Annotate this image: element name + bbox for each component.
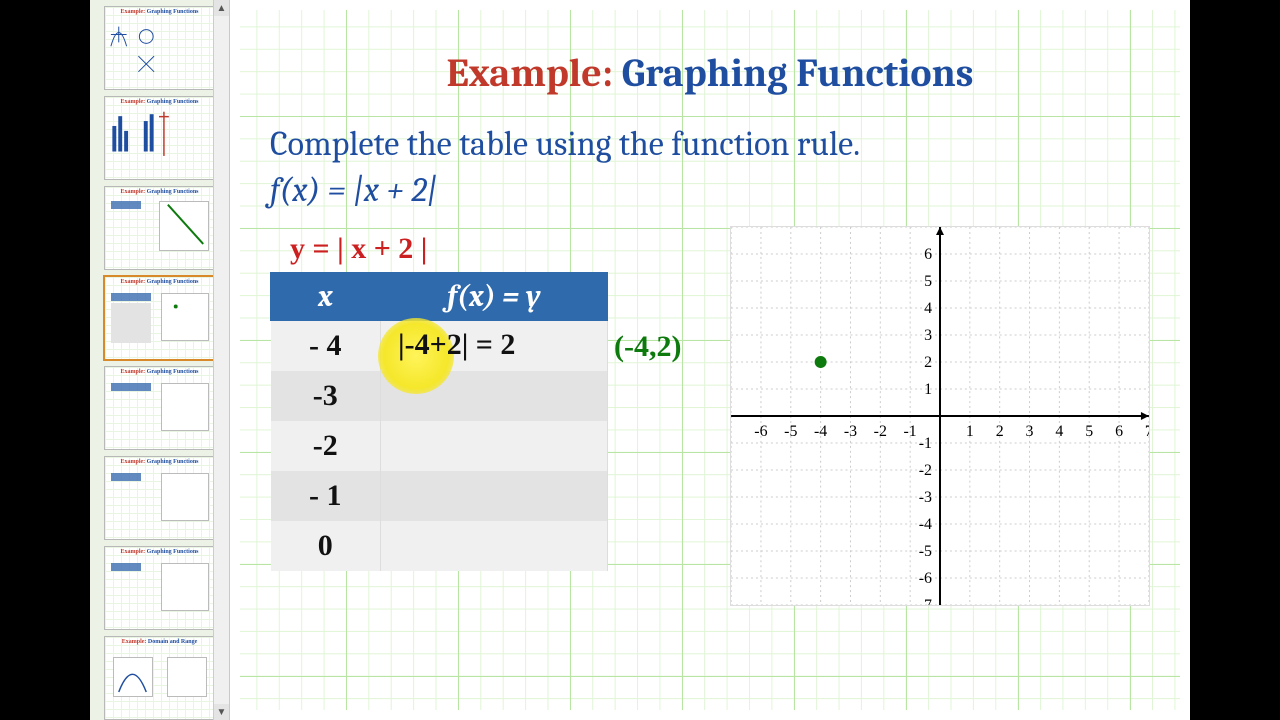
svg-text:-2: -2 — [874, 423, 887, 440]
svg-text:5: 5 — [924, 273, 932, 290]
thumbnail-scrollbar[interactable]: ▲ ▼ — [213, 0, 229, 720]
instruction-text: Complete the table using the function ru… — [270, 124, 1150, 164]
function-definition: f(x) = |x + 2| — [270, 170, 1150, 210]
svg-text:-5: -5 — [784, 423, 797, 440]
svg-text:1: 1 — [966, 423, 974, 440]
svg-text:6: 6 — [1115, 423, 1123, 440]
svg-text:-3: -3 — [844, 423, 857, 440]
svg-text:7: 7 — [1145, 423, 1149, 440]
slide-thumbnail-1[interactable]: Example: Graphing Functions — [104, 6, 216, 90]
table-row: - 1 — [271, 471, 608, 521]
table-row: -3 — [271, 371, 608, 421]
calculation-overlay: |-4+2| = 2 — [398, 328, 515, 362]
svg-text:2: 2 — [924, 354, 932, 371]
slide-thumbnail-4[interactable]: Example: Graphing Functions — [104, 276, 216, 360]
handwritten-equation: y = | x + 2 | — [290, 232, 427, 266]
svg-text:2: 2 — [996, 423, 1004, 440]
svg-text:4: 4 — [1055, 423, 1063, 440]
svg-text:6: 6 — [924, 246, 932, 263]
table-header-y: f(x) = y — [381, 273, 608, 321]
svg-text:-2: -2 — [919, 462, 932, 479]
title-prefix: Example: — [446, 50, 613, 96]
slide-thumbnail-6[interactable]: Example: Graphing Functions — [104, 456, 216, 540]
video-frame: Example: Graphing Functions Example: Gra… — [90, 0, 1190, 720]
main-slide: Example: Graphing Functions Complete the… — [230, 0, 1190, 720]
svg-text:4: 4 — [924, 300, 932, 317]
table-row: -2 — [271, 421, 608, 471]
value-table: x f(x) = y - 4 -3 -2 - 1 — [270, 272, 608, 571]
table-header-x: x — [271, 273, 381, 321]
slide-thumbnail-3[interactable]: Example: Graphing Functions — [104, 186, 216, 270]
slide-thumbnail-2[interactable]: Example: Graphing Functions — [104, 96, 216, 180]
svg-text:-4: -4 — [919, 516, 932, 533]
svg-text:3: 3 — [1026, 423, 1034, 440]
svg-text:-7: -7 — [919, 597, 932, 605]
slide-thumbnail-panel: Example: Graphing Functions Example: Gra… — [90, 0, 230, 720]
title-main: Graphing Functions — [622, 50, 974, 96]
svg-text:5: 5 — [1085, 423, 1093, 440]
slide-thumbnail-8[interactable]: Example: Domain and Range — [104, 636, 216, 720]
svg-text:-1: -1 — [919, 435, 932, 452]
svg-text:3: 3 — [924, 327, 932, 344]
svg-text:1: 1 — [924, 381, 932, 398]
scroll-up-icon[interactable]: ▲ — [214, 0, 229, 16]
svg-text:-3: -3 — [919, 489, 932, 506]
slide-title: Example: Graphing Functions — [270, 50, 1150, 96]
point-label: (-4,2) — [614, 330, 681, 364]
table-row: 0 — [271, 521, 608, 571]
slide-thumbnail-5[interactable]: Example: Graphing Functions — [104, 366, 216, 450]
svg-text:-6: -6 — [754, 423, 767, 440]
slide-thumbnail-7[interactable]: Example: Graphing Functions — [104, 546, 216, 630]
svg-text:-5: -5 — [919, 543, 932, 560]
scroll-down-icon[interactable]: ▼ — [214, 704, 229, 720]
svg-text:-4: -4 — [814, 423, 827, 440]
coordinate-chart: -6 -5 -4 -3 -2 -1 1 2 3 4 5 6 7 1 2 3 4 5 6 -1 -2 -3 -4 -5 -6 -7 — [730, 226, 1150, 606]
svg-text:-1: -1 — [904, 423, 917, 440]
svg-text:-6: -6 — [919, 570, 932, 587]
